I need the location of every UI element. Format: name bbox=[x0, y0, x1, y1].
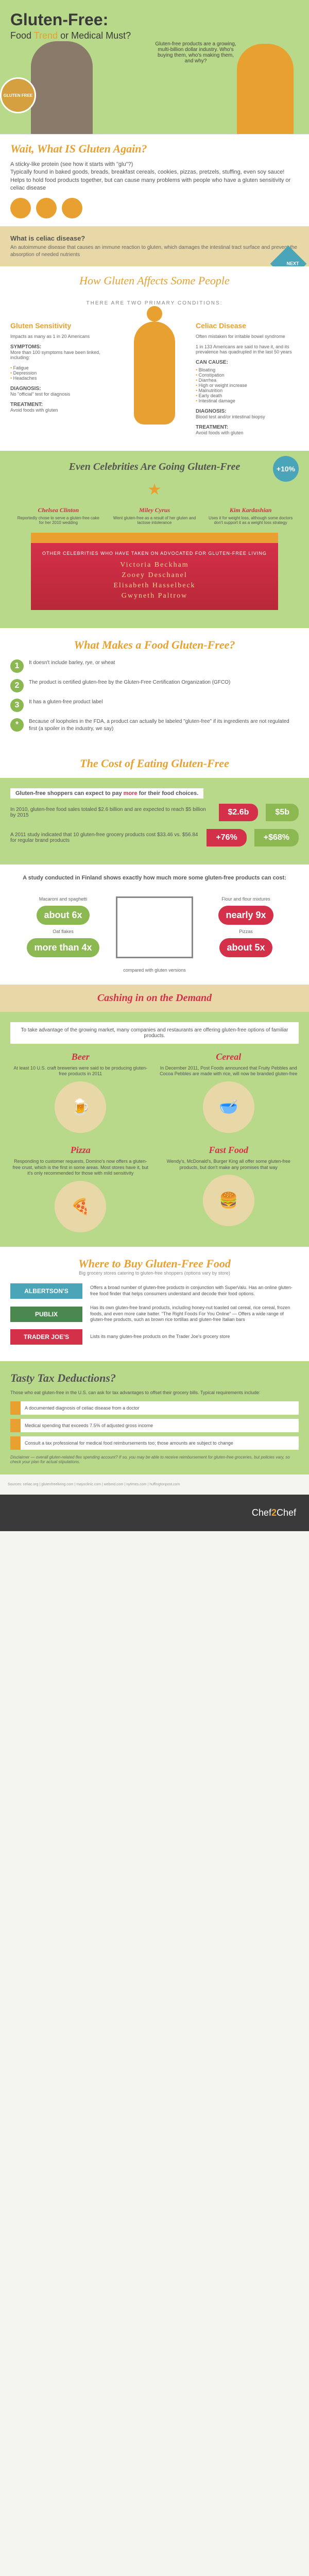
traderjoes-logo: TRADER JOE'S bbox=[10, 1329, 82, 1345]
price-bubble: about 6x bbox=[37, 906, 89, 925]
demand-card: Beer At least 10 U.S. craft breweries we… bbox=[10, 1052, 151, 1137]
celeb-item: Miley Cyrus Went gluten-free as a result… bbox=[111, 506, 198, 525]
cause-list: Bloating Constipation Diarrhea High or w… bbox=[196, 367, 299, 403]
demand-section: To take advantage of the growing market,… bbox=[0, 1012, 309, 1247]
intro-text: Gluten-free products are a growing, mult… bbox=[154, 41, 237, 64]
celiac-definition: What is celiac disease? An autoimmune di… bbox=[0, 227, 309, 266]
store-row: PUBLIX Has its own gluten-free brand pro… bbox=[10, 1305, 299, 1323]
symptom-list: Fatigue Depression Headaches bbox=[10, 365, 113, 381]
affects-section: Gluten Sensitivity Impacts as many as 1 … bbox=[0, 311, 309, 451]
demand-card: Cereal In December 2011, Post Foods anno… bbox=[159, 1052, 299, 1137]
sources: Sources: celiac.org | glutenfreeliving.c… bbox=[0, 1475, 309, 1495]
demand-card: Pizza Responding to customer requests, D… bbox=[10, 1145, 151, 1236]
chef2chef-logo: Chef2Chef bbox=[13, 1507, 296, 1518]
shopping-cart-icon bbox=[116, 896, 193, 958]
tax-req: Medical spending that exceeds 7.5% of ad… bbox=[10, 1419, 299, 1432]
cost-highlight: Gluten-free shoppers can expect to pay m… bbox=[10, 788, 203, 799]
point: 2The product is certified gluten-free by… bbox=[10, 679, 299, 692]
footer: Chef2Chef bbox=[0, 1495, 309, 1531]
star-icon: ★ bbox=[10, 481, 299, 499]
cereal-icon: 🥣 bbox=[203, 1081, 254, 1133]
body-figure bbox=[124, 321, 185, 440]
point: *Because of loopholes in the FDA, a prod… bbox=[10, 718, 299, 733]
point: 3It has a gluten-free product label bbox=[10, 699, 299, 712]
sensitivity-col: Gluten Sensitivity Impacts as many as 1 … bbox=[10, 321, 113, 440]
subtitle: Food Trend or Medical Must? bbox=[10, 30, 299, 41]
what-makes: What Makes a Food Gluten-Free? 1It doesn… bbox=[0, 628, 309, 749]
affects-title: How Gluten Affects Some People bbox=[0, 266, 309, 295]
celiac-col: Celiac Disease Often mistaken for irrita… bbox=[196, 321, 299, 440]
red-carpet: Other celebrities who have taken on advo… bbox=[31, 533, 278, 610]
tax-deductions: Tasty Tax Deductions? Those who eat glut… bbox=[0, 1361, 309, 1475]
finland-study: A study conducted in Finland shows exact… bbox=[0, 865, 309, 985]
celeb-row: Chelsea Clinton Reportedly chose to serv… bbox=[10, 506, 299, 525]
food-icons bbox=[10, 198, 299, 218]
tax-req: Consult a tax professional for medical f… bbox=[10, 1436, 299, 1450]
beer-icon: 🍺 bbox=[55, 1081, 106, 1133]
burger-icon: 🍔 bbox=[203, 1175, 254, 1226]
section-title: Wait, What IS Gluten Again? bbox=[10, 142, 299, 156]
cookie-icon bbox=[62, 198, 82, 218]
cost-row: A 2011 study indicated that 10 gluten-fr… bbox=[10, 829, 299, 846]
store-row: ALBERTSON'S Offers a broad number of glu… bbox=[10, 1283, 299, 1299]
bread-icon bbox=[10, 198, 31, 218]
celiac-q: What is celiac disease? bbox=[10, 234, 299, 242]
publix-logo: PUBLIX bbox=[10, 1307, 82, 1322]
cost-title: The Cost of Eating Gluten-Free bbox=[0, 749, 309, 778]
point: 1It doesn't include barley, rye, or whea… bbox=[10, 659, 299, 673]
price-bubble: more than 4x bbox=[27, 938, 99, 957]
celeb-item: Chelsea Clinton Reportedly chose to serv… bbox=[15, 506, 101, 525]
silhouette-man-icon bbox=[237, 44, 294, 134]
human-body-icon bbox=[134, 321, 175, 425]
header: Gluten-Free: Food Trend or Medical Must?… bbox=[0, 0, 309, 134]
pretzel-icon bbox=[36, 198, 57, 218]
store-row: TRADER JOE'S Lists its many gluten-free … bbox=[10, 1329, 299, 1345]
demand-card: Fast Food Wendy's, McDonald's, Burger Ki… bbox=[159, 1145, 299, 1236]
albertsons-logo: ALBERTSON'S bbox=[10, 1283, 82, 1299]
cashing-title: Cashing in on the Demand bbox=[0, 985, 309, 1012]
price-bubble: about 5x bbox=[219, 938, 272, 957]
gluten-free-badge-icon: GLUTEN FREE bbox=[0, 77, 36, 113]
tax-req: A documented diagnosis of celiac disease… bbox=[10, 1401, 299, 1415]
main-title: Gluten-Free: bbox=[10, 10, 299, 29]
what-is-gluten: Wait, What IS Gluten Again? A sticky-lik… bbox=[0, 134, 309, 227]
where-to-buy: Where to Buy Gluten-Free Food Big grocer… bbox=[0, 1247, 309, 1361]
cost-row: In 2010, gluten-free food sales totaled … bbox=[10, 804, 299, 821]
silhouette-woman-icon bbox=[31, 41, 93, 134]
price-bubble: nearly 9x bbox=[218, 906, 273, 925]
cost-section: Gluten-free shoppers can expect to pay m… bbox=[0, 778, 309, 865]
pct-badge: +10% bbox=[273, 456, 299, 482]
celebrities: +10% Even Celebrities Are Going Gluten-F… bbox=[0, 451, 309, 628]
pizza-icon: 🍕 bbox=[55, 1181, 106, 1232]
celeb-item: Kim Kardashian Uses it for weight loss, … bbox=[208, 506, 294, 525]
demand-grid: Beer At least 10 U.S. craft breweries we… bbox=[10, 1052, 299, 1236]
